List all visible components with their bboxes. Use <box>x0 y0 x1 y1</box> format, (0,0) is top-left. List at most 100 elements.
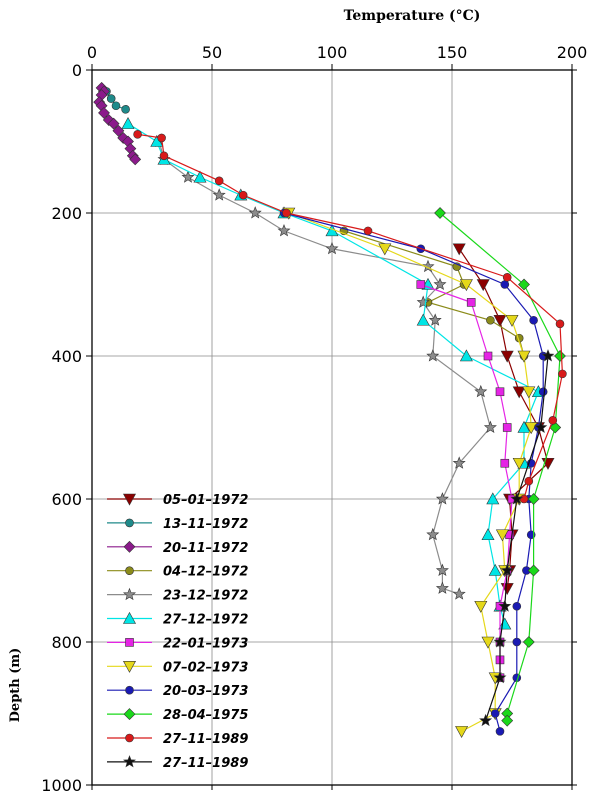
data-point <box>493 635 507 648</box>
data-point <box>500 280 510 289</box>
y-tick-label: 200 <box>51 204 82 223</box>
data-point <box>538 387 548 397</box>
legend-label: 28–04–1975 <box>163 708 248 723</box>
series-5 <box>152 134 497 600</box>
data-point <box>416 295 430 308</box>
x-tick-label: 200 <box>557 43 588 62</box>
data-point <box>495 529 509 542</box>
data-point <box>193 170 207 183</box>
data-point <box>502 273 512 282</box>
data-point <box>435 492 449 505</box>
series-11 <box>133 130 567 504</box>
data-point <box>107 117 120 130</box>
data-point <box>486 492 500 505</box>
data-point <box>512 601 522 611</box>
legend-label: 04–12–1972 <box>163 565 248 580</box>
data-point <box>455 726 469 739</box>
series-line <box>288 212 532 732</box>
legend-label: 20–11–1972 <box>163 541 248 556</box>
data-point <box>421 259 435 273</box>
data-point <box>282 208 291 218</box>
series-line <box>158 141 492 595</box>
data-point <box>519 494 529 504</box>
data-point <box>159 151 169 161</box>
legend: 05–01–1972 13–11–1972 20–11–1972 04–12–1972… <box>107 493 248 771</box>
legend-entry: 05–01–1972 <box>107 493 248 508</box>
legend-marker <box>123 755 136 768</box>
data-point <box>433 277 447 291</box>
data-point <box>558 369 567 379</box>
tick-layer: 0 50 100 150 200 0 200 400 600 800 1000 <box>41 43 587 791</box>
data-point <box>435 581 449 594</box>
data-point <box>98 106 110 119</box>
data-point <box>452 456 466 469</box>
series-3 <box>93 81 142 166</box>
data-point <box>524 476 534 486</box>
data-point <box>529 315 538 325</box>
series-12 <box>479 349 555 727</box>
data-point <box>517 420 531 433</box>
data-point <box>378 243 392 256</box>
data-point <box>476 279 490 292</box>
data-point <box>518 278 530 291</box>
legend-label: 27–12–1972 <box>163 613 248 628</box>
data-point <box>495 727 505 736</box>
data-point <box>363 226 373 236</box>
legend-entry: 20–11–1972 <box>107 541 248 556</box>
data-point <box>466 298 476 307</box>
data-point <box>554 350 566 362</box>
data-point <box>483 351 493 361</box>
data-point <box>490 709 500 718</box>
data-point <box>214 176 224 186</box>
data-point <box>181 170 195 183</box>
data-point <box>534 420 548 434</box>
data-point <box>541 349 555 362</box>
data-point <box>428 313 442 326</box>
legend-entry: 27–12–1972 <box>107 611 248 628</box>
data-point <box>522 636 535 648</box>
data-point <box>510 492 524 505</box>
data-point <box>481 528 495 541</box>
data-point <box>106 94 116 103</box>
data-point <box>157 133 166 143</box>
legend-marker <box>123 708 136 721</box>
legend-marker <box>122 660 137 673</box>
legend-entry: 27–11–1989 <box>107 732 248 747</box>
data-point <box>488 563 502 576</box>
legend-marker <box>125 518 134 528</box>
data-point <box>112 124 125 137</box>
legend-entry: 23–12–1972 <box>107 587 248 604</box>
legend-entry: 22–01–1973 <box>107 636 248 651</box>
data-point <box>435 563 449 577</box>
data-point <box>325 241 339 255</box>
legend-label: 07–02–1973 <box>163 660 248 675</box>
data-point <box>522 386 536 399</box>
data-point <box>500 350 514 363</box>
series-10 <box>434 207 566 727</box>
legend-entry: 07–02–1973 <box>107 660 248 675</box>
legend-marker <box>123 540 136 553</box>
series-line <box>105 91 126 110</box>
data-point <box>527 564 540 577</box>
legend-entry: 27–11–1989 <box>107 755 248 771</box>
data-point <box>502 423 512 432</box>
data-point <box>501 714 514 727</box>
x-tick-label: 150 <box>437 43 468 62</box>
legend-entry: 20–03–1973 <box>107 684 248 699</box>
data-point <box>121 105 130 114</box>
series-layer <box>93 81 567 739</box>
data-point <box>121 116 135 129</box>
data-point <box>505 314 519 327</box>
data-point <box>517 350 531 363</box>
data-point <box>452 587 466 600</box>
legend-marker <box>123 587 136 601</box>
data-point <box>481 636 495 649</box>
series-line <box>127 123 540 625</box>
legend-entry: 13–11–1972 <box>107 517 248 532</box>
data-point <box>111 101 121 111</box>
data-point <box>474 384 488 398</box>
data-point <box>248 206 262 219</box>
data-point <box>459 349 473 362</box>
legend-marker <box>122 611 137 624</box>
